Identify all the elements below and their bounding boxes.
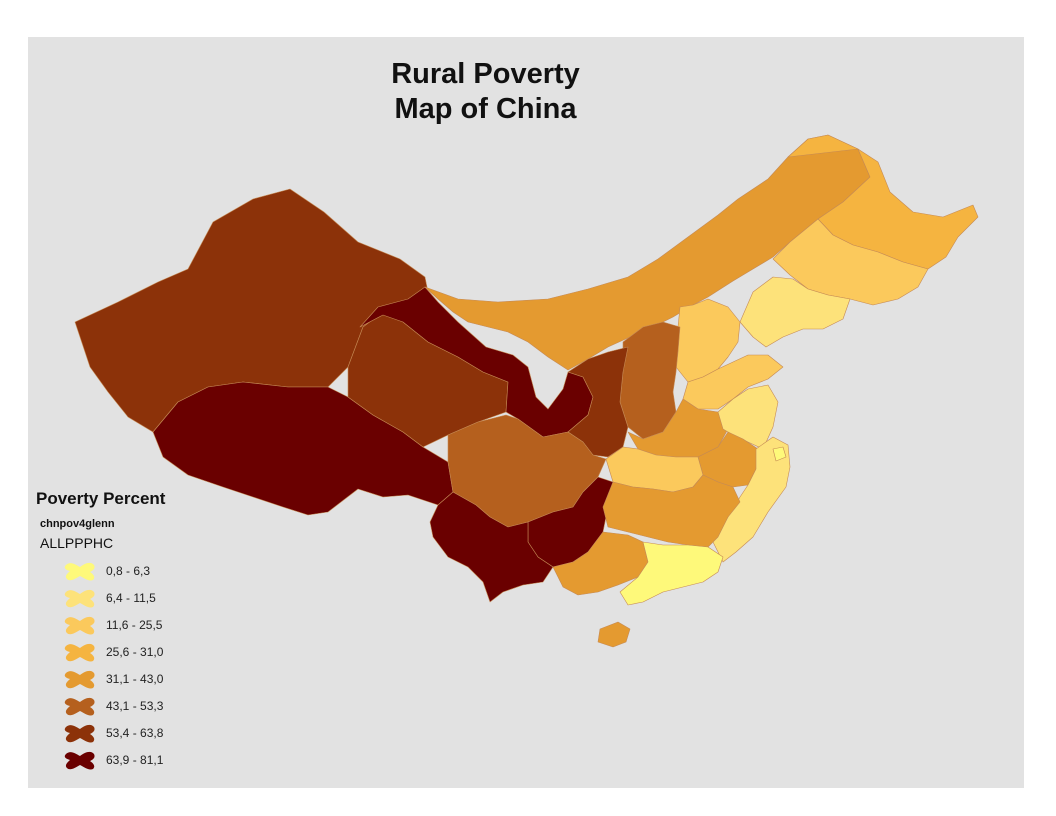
region-shandong [682, 354, 784, 410]
legend-swatch-icon [64, 643, 95, 662]
legend-item-label: 11,6 - 25,5 [106, 617, 163, 632]
legend-item: 6,4 - 11,5 [62, 584, 236, 611]
legend-swatch-icon [64, 724, 95, 743]
legend-item: 11,6 - 25,5 [62, 611, 236, 638]
map-title: Rural Poverty Map of China [328, 57, 643, 127]
region-tibet [152, 381, 454, 516]
legend-item-label: 63,9 - 81,1 [106, 752, 164, 767]
legend-swatch-icon [64, 562, 95, 581]
legend-item: 63,9 - 81,1 [62, 746, 236, 773]
legend-item-label: 43,1 - 53,3 [106, 698, 164, 713]
china-poverty-map [74, 134, 979, 648]
legend-item-label: 31,1 - 43,0 [106, 671, 164, 686]
legend-swatch-icon [64, 670, 95, 689]
legend-item: 31,1 - 43,0 [62, 665, 236, 692]
legend: Poverty Percent chnpov4glenn ALLPPPHC 0,… [36, 489, 236, 773]
region-heilongjiang [787, 134, 979, 270]
region-guangdong [619, 541, 724, 606]
legend-item: 0,8 - 6,3 [62, 557, 236, 584]
legend-item: 53,4 - 63,8 [62, 719, 236, 746]
legend-item: 25,6 - 31,0 [62, 638, 236, 665]
legend-swatch-icon [64, 751, 95, 770]
title-line-2: Map of China [394, 93, 577, 125]
region-liaoning [739, 276, 851, 348]
legend-item-label: 53,4 - 63,8 [106, 725, 164, 740]
region-zhejiang-fujian [712, 436, 791, 563]
legend-heading: Poverty Percent [36, 489, 166, 508]
legend-item-label: 0,8 - 6,3 [106, 563, 151, 578]
legend-item-label: 25,6 - 31,0 [106, 644, 164, 659]
legend-layer-name: chnpov4glenn [40, 518, 115, 530]
legend-items: 0,8 - 6,3 6,4 - 11,5 11,6 - 25,5 25,6 - 31,… [36, 557, 236, 773]
legend-swatch-icon [64, 697, 95, 716]
region-inner-mongolia [424, 134, 871, 371]
legend-item-label: 6,4 - 11,5 [106, 590, 156, 605]
legend-swatch-icon [64, 589, 95, 608]
region-hainan [597, 621, 631, 648]
title-line-1: Rural Poverty [391, 58, 580, 90]
region-jilin [772, 218, 929, 306]
legend-item: 43,1 - 53,3 [62, 692, 236, 719]
map-frame: Rural Poverty Map of China Poverty Perce… [28, 37, 1024, 788]
region-shanghai [772, 446, 787, 462]
legend-swatch-icon [64, 616, 95, 635]
region-hunan-jiangxi [602, 474, 741, 548]
legend-field-name: ALLPPPHC [40, 535, 114, 551]
region-yunnan [429, 491, 554, 603]
